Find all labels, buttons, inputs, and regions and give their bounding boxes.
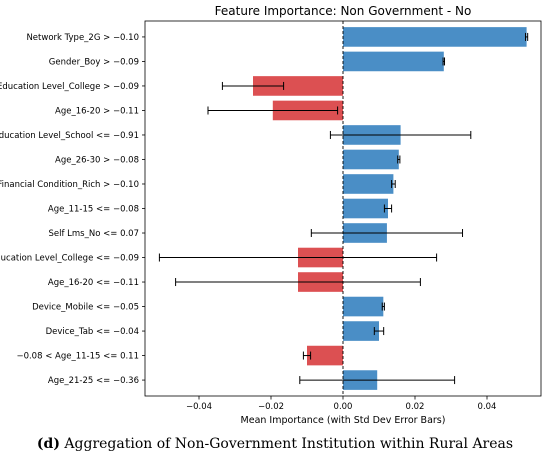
y-tick-label: Age_26-30 > −0.08 xyxy=(55,155,139,165)
error-bar xyxy=(373,327,385,336)
bar xyxy=(343,27,527,47)
error-bar xyxy=(329,130,472,139)
bar xyxy=(343,321,379,341)
y-tick-label: −0.08 < Age_11-15 <= 0.11 xyxy=(16,352,139,362)
figure-caption: (d) Aggregation of Non-Government Instit… xyxy=(0,436,550,452)
feature-importance-chart: Feature Importance: Non Government - No … xyxy=(0,4,542,426)
error-bar xyxy=(221,81,285,90)
y-tick-label: Age_16-20 > −0.11 xyxy=(55,106,139,116)
error-bar xyxy=(302,351,312,360)
error-bar xyxy=(207,106,339,115)
y-axis-labels: Network Type_2G > −0.10 Gender_Boy > −0.0… xyxy=(0,33,145,386)
error-bar xyxy=(442,57,446,66)
error-bar xyxy=(158,253,438,262)
y-tick-label: Self Lms_No <= 0.07 xyxy=(48,229,139,239)
y-tick-label: Age_11-15 <= −0.08 xyxy=(48,205,139,215)
error-bar xyxy=(175,278,421,287)
y-tick-label: Education Level_College > −0.09 xyxy=(0,82,139,92)
y-tick-label: Financial Condition_Rich > −0.10 xyxy=(0,180,139,190)
error-bar xyxy=(525,32,529,41)
y-tick-label: Age_16-20 <= −0.11 xyxy=(48,278,139,288)
bar xyxy=(343,296,384,317)
error-bar xyxy=(383,204,393,213)
x-tick-label: −0.04 xyxy=(186,402,212,412)
x-tick-label: 0.04 xyxy=(478,402,497,412)
caption-text: Aggregation of Non-Government Institutio… xyxy=(59,436,514,452)
x-tick-label: 0.00 xyxy=(334,402,353,412)
chart-title: Feature Importance: Non Government - No xyxy=(215,4,472,18)
error-bar xyxy=(397,155,401,164)
bar xyxy=(343,198,388,219)
bar xyxy=(253,76,343,96)
caption-letter: (d) xyxy=(36,436,60,452)
error-bar xyxy=(310,229,464,238)
y-tick-label: Device_Tab <= −0.04 xyxy=(46,327,139,337)
bar xyxy=(307,345,343,366)
bar xyxy=(343,51,444,72)
bar xyxy=(343,174,394,194)
x-axis-title: Mean Importance (with Std Dev Error Bars… xyxy=(241,415,446,426)
y-tick-label: Education Level_School <= −0.91 xyxy=(0,131,139,141)
bar xyxy=(343,149,399,170)
error-bars-layer xyxy=(158,32,529,385)
x-axis-ticks: −0.04 −0.02 0.00 0.02 0.04 xyxy=(186,396,497,412)
error-bar xyxy=(381,302,385,311)
x-tick-label: −0.02 xyxy=(258,402,284,412)
y-tick-label: Education Level_College <= −0.09 xyxy=(0,254,139,264)
y-tick-label: Network Type_2G > −0.10 xyxy=(26,33,139,43)
error-bar xyxy=(299,376,456,385)
y-tick-label: Device_Mobile <= −0.05 xyxy=(32,303,139,313)
y-tick-label: Age_21-25 <= −0.36 xyxy=(48,376,139,386)
error-bar xyxy=(391,179,396,188)
y-tick-label: Gender_Boy > −0.09 xyxy=(49,57,139,67)
x-tick-label: 0.02 xyxy=(406,402,425,412)
